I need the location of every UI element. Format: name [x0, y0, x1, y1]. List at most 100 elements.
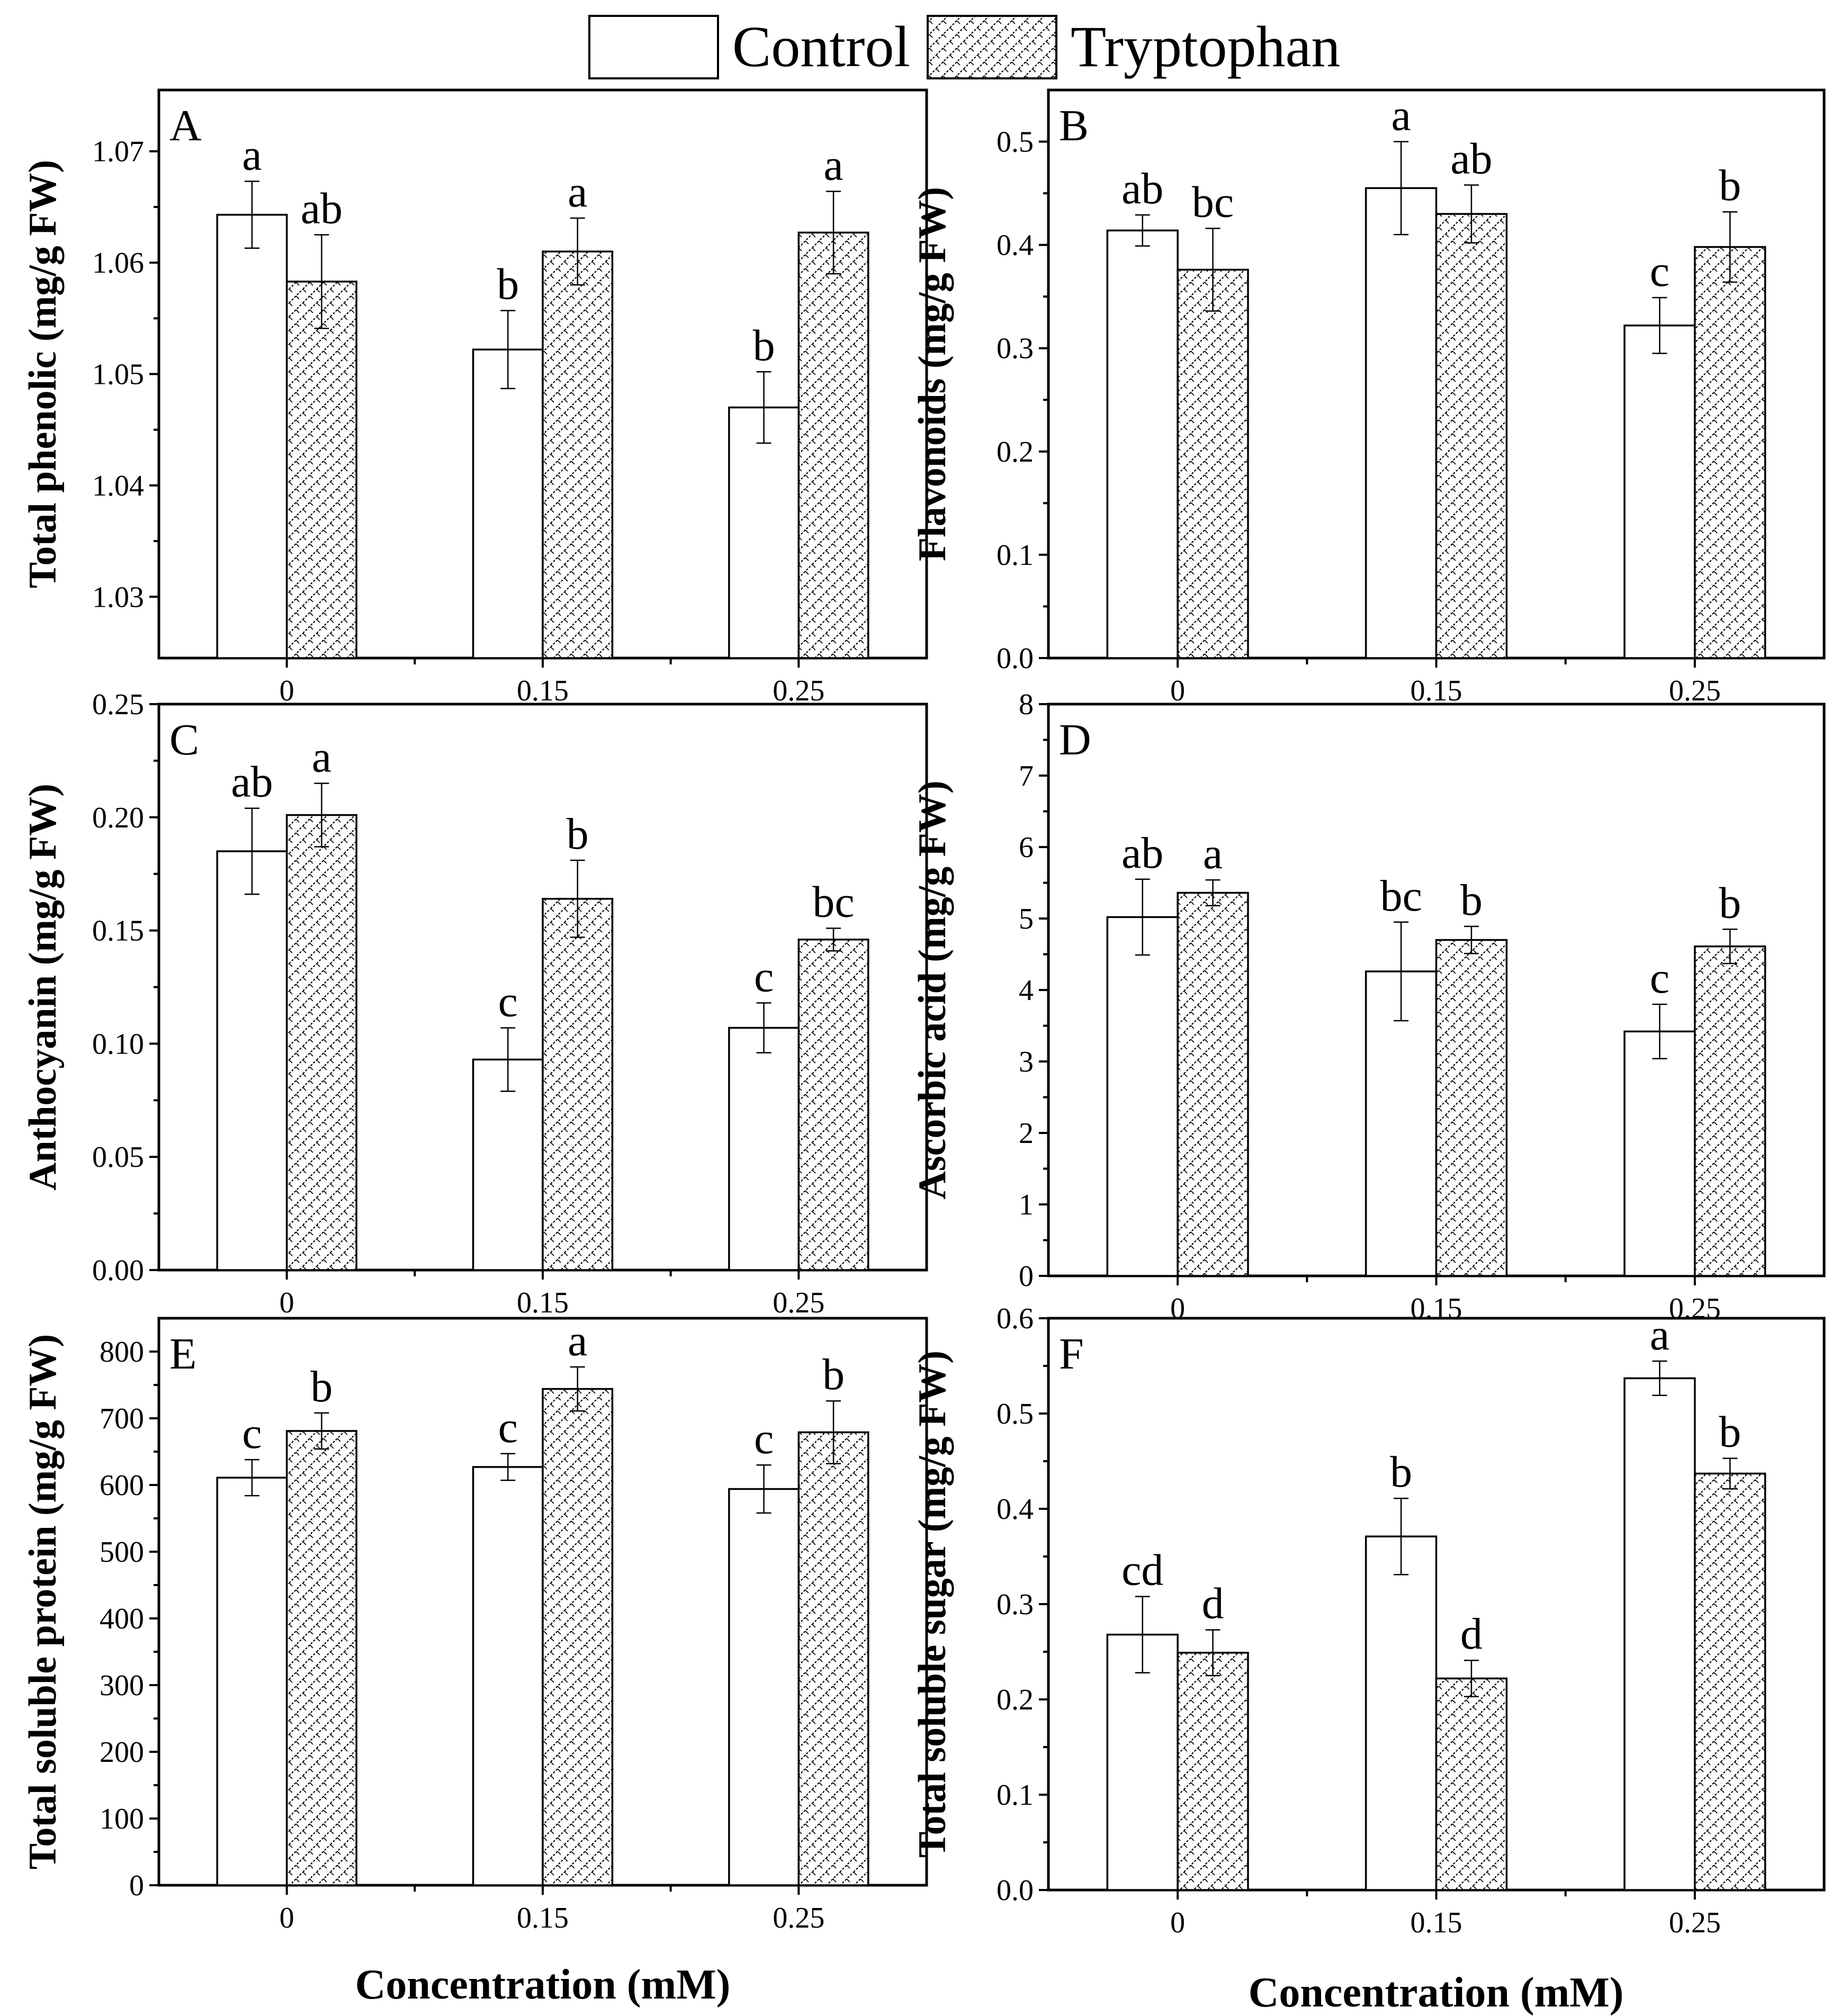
x-tick-label-c: 0.15 [517, 1286, 569, 1319]
legend-label-control: Control [732, 14, 910, 79]
panel-label-f: F [1059, 1329, 1084, 1379]
panel-d: D 0 1 2 3 4 5 6 7 8 Ascorbic acid (mg/g FW) 0 ab a 0.1… [911, 688, 1826, 1325]
y-tick-label-e: 100 [100, 1803, 144, 1835]
x-tick-label-a: 0 [280, 674, 294, 707]
y-tick-label-d: 3 [1019, 1046, 1034, 1078]
significance-letter-a: b [497, 260, 519, 309]
x-tick-label-f: 0.25 [1669, 1906, 1721, 1939]
y-tick-label-e: 200 [100, 1736, 144, 1769]
panel-label-b: B [1059, 101, 1089, 150]
significance-letter-a: a [242, 131, 262, 180]
panel-label-a: A [169, 101, 202, 150]
x-tick-label-c: 0 [280, 1286, 294, 1319]
y-tick-label-d: 0 [1019, 1260, 1034, 1293]
x-tick-label-e: 0 [280, 1902, 294, 1934]
significance-letter-e: b [822, 1350, 845, 1399]
y-tick-label-e: 800 [100, 1336, 144, 1369]
significance-letter-e: c [754, 1414, 774, 1463]
significance-letter-a: ab [301, 184, 343, 233]
significance-letter-d: ab [1121, 829, 1163, 878]
bar-a-tryptophan-0.25 [797, 231, 869, 659]
x-tick-label-e: 0.15 [517, 1902, 569, 1934]
y-tick-label-a: 1.05 [92, 358, 144, 391]
y-tick-label-a: 1.04 [92, 470, 144, 502]
x-tick-label-b: 0.15 [1411, 674, 1462, 707]
x-tick-label-f: 0.15 [1411, 1906, 1462, 1939]
significance-letter-e: b [310, 1362, 333, 1411]
x-axis-label-f: Concentration (mM) [1249, 1969, 1624, 2016]
y-tick-label-b: 0.1 [997, 539, 1034, 572]
significance-letter-b: b [1719, 161, 1741, 210]
y-tick-label-d: 8 [1019, 688, 1034, 721]
significance-letter-c: b [567, 809, 589, 859]
bar-b-tryptophan-0.15 [1435, 213, 1508, 659]
y-tick-label-e: 300 [100, 1669, 144, 1702]
bar-f-control-0.15 [1365, 1535, 1438, 1891]
bar-d-tryptophan-0 [1177, 892, 1249, 1277]
y-tick-label-c: 0.00 [92, 1254, 144, 1287]
x-tick-label-d: 0.15 [1411, 1292, 1462, 1325]
bar-b-control-0.15 [1365, 187, 1438, 659]
significance-letter-f: d [1460, 1609, 1483, 1659]
y-tick-label-b: 0.3 [997, 332, 1034, 365]
y-tick-label-c: 0.10 [92, 1028, 144, 1060]
bar-b-control-0 [1106, 229, 1179, 659]
panel-a: A 1.03 1.04 1.05 1.06 1.07 Total phenolic (mg/… [21, 88, 928, 707]
bar-e-control-0 [216, 1477, 288, 1886]
y-tick-label-c: 0.25 [92, 688, 144, 721]
bar-d-control-0.25 [1623, 1030, 1696, 1277]
bar-a-tryptophan-0 [285, 281, 357, 659]
y-tick-label-f: 0.2 [997, 1684, 1034, 1716]
y-tick-label-f: 0.3 [997, 1588, 1034, 1621]
x-tick-label-a: 0.15 [517, 674, 569, 707]
y-tick-label-f: 0.5 [997, 1398, 1034, 1430]
significance-letter-b: ab [1121, 164, 1163, 213]
bar-a-control-0.15 [472, 348, 544, 659]
significance-letter-e: c [242, 1409, 262, 1458]
bar-a-tryptophan-0.15 [542, 250, 614, 659]
bar-f-tryptophan-0.15 [1435, 1677, 1508, 1891]
legend-label-tryptophan: Tryptophan [1071, 14, 1340, 79]
x-tick-label-f: 0 [1170, 1906, 1185, 1939]
y-tick-label-c: 0.20 [92, 802, 144, 834]
panel-label-c: C [169, 715, 199, 764]
y-tick-label-d: 2 [1019, 1117, 1034, 1150]
significance-letter-b: bc [1192, 177, 1234, 227]
significance-letter-b: c [1650, 247, 1670, 296]
bar-f-control-0.25 [1623, 1377, 1696, 1891]
panel-c: C 0.00 0.05 0.10 0.15 0.20 0.25 Anthocyanin (mg… [21, 688, 928, 1319]
y-tick-label-b: 0.0 [997, 642, 1034, 675]
y-axis-label-e: Total soluble protein (mg/g FW) [21, 1334, 65, 1869]
bar-f-tryptophan-0.25 [1694, 1472, 1766, 1891]
significance-letter-c: c [498, 977, 518, 1026]
significance-letter-b: ab [1450, 134, 1492, 183]
x-tick-label-c: 0.25 [773, 1286, 824, 1319]
significance-letter-b: a [1391, 91, 1411, 140]
x-tick-label-d: 0.25 [1669, 1292, 1721, 1325]
bar-d-control-0.15 [1365, 970, 1438, 1277]
significance-letter-e: a [568, 1316, 587, 1365]
bar-d-tryptophan-0.25 [1694, 945, 1766, 1277]
significance-letter-c: c [754, 952, 774, 1001]
bar-e-tryptophan-0.15 [542, 1388, 614, 1886]
bar-a-control-0.25 [728, 406, 800, 659]
panel-b: B 0.0 0.1 0.2 0.3 0.4 0.5 Flavonoids (mg/g FW) 0… [911, 88, 1826, 707]
significance-letter-c: bc [812, 877, 854, 926]
y-tick-label-a: 1.03 [92, 581, 144, 614]
y-tick-label-f: 0.6 [997, 1302, 1034, 1335]
y-tick-label-b: 0.5 [997, 126, 1034, 159]
panel-e: E 0 100 200 300 400 500 600 700 800 Total soluble … [21, 1316, 928, 2008]
y-tick-label-d: 5 [1019, 903, 1034, 935]
bar-e-tryptophan-0 [285, 1430, 357, 1886]
y-tick-label-d: 7 [1019, 760, 1034, 793]
y-tick-label-e: 700 [100, 1402, 144, 1435]
x-axis-label-e: Concentration (mM) [355, 1961, 731, 2008]
bar-f-tryptophan-0 [1177, 1652, 1249, 1891]
significance-letter-a: a [568, 167, 587, 217]
bar-b-control-0.25 [1623, 325, 1696, 659]
significance-letter-d: a [1203, 829, 1223, 878]
x-tick-label-d: 0 [1170, 1292, 1185, 1325]
legend-swatch-tryptophan [927, 15, 1057, 79]
significance-letter-d: bc [1380, 871, 1422, 921]
